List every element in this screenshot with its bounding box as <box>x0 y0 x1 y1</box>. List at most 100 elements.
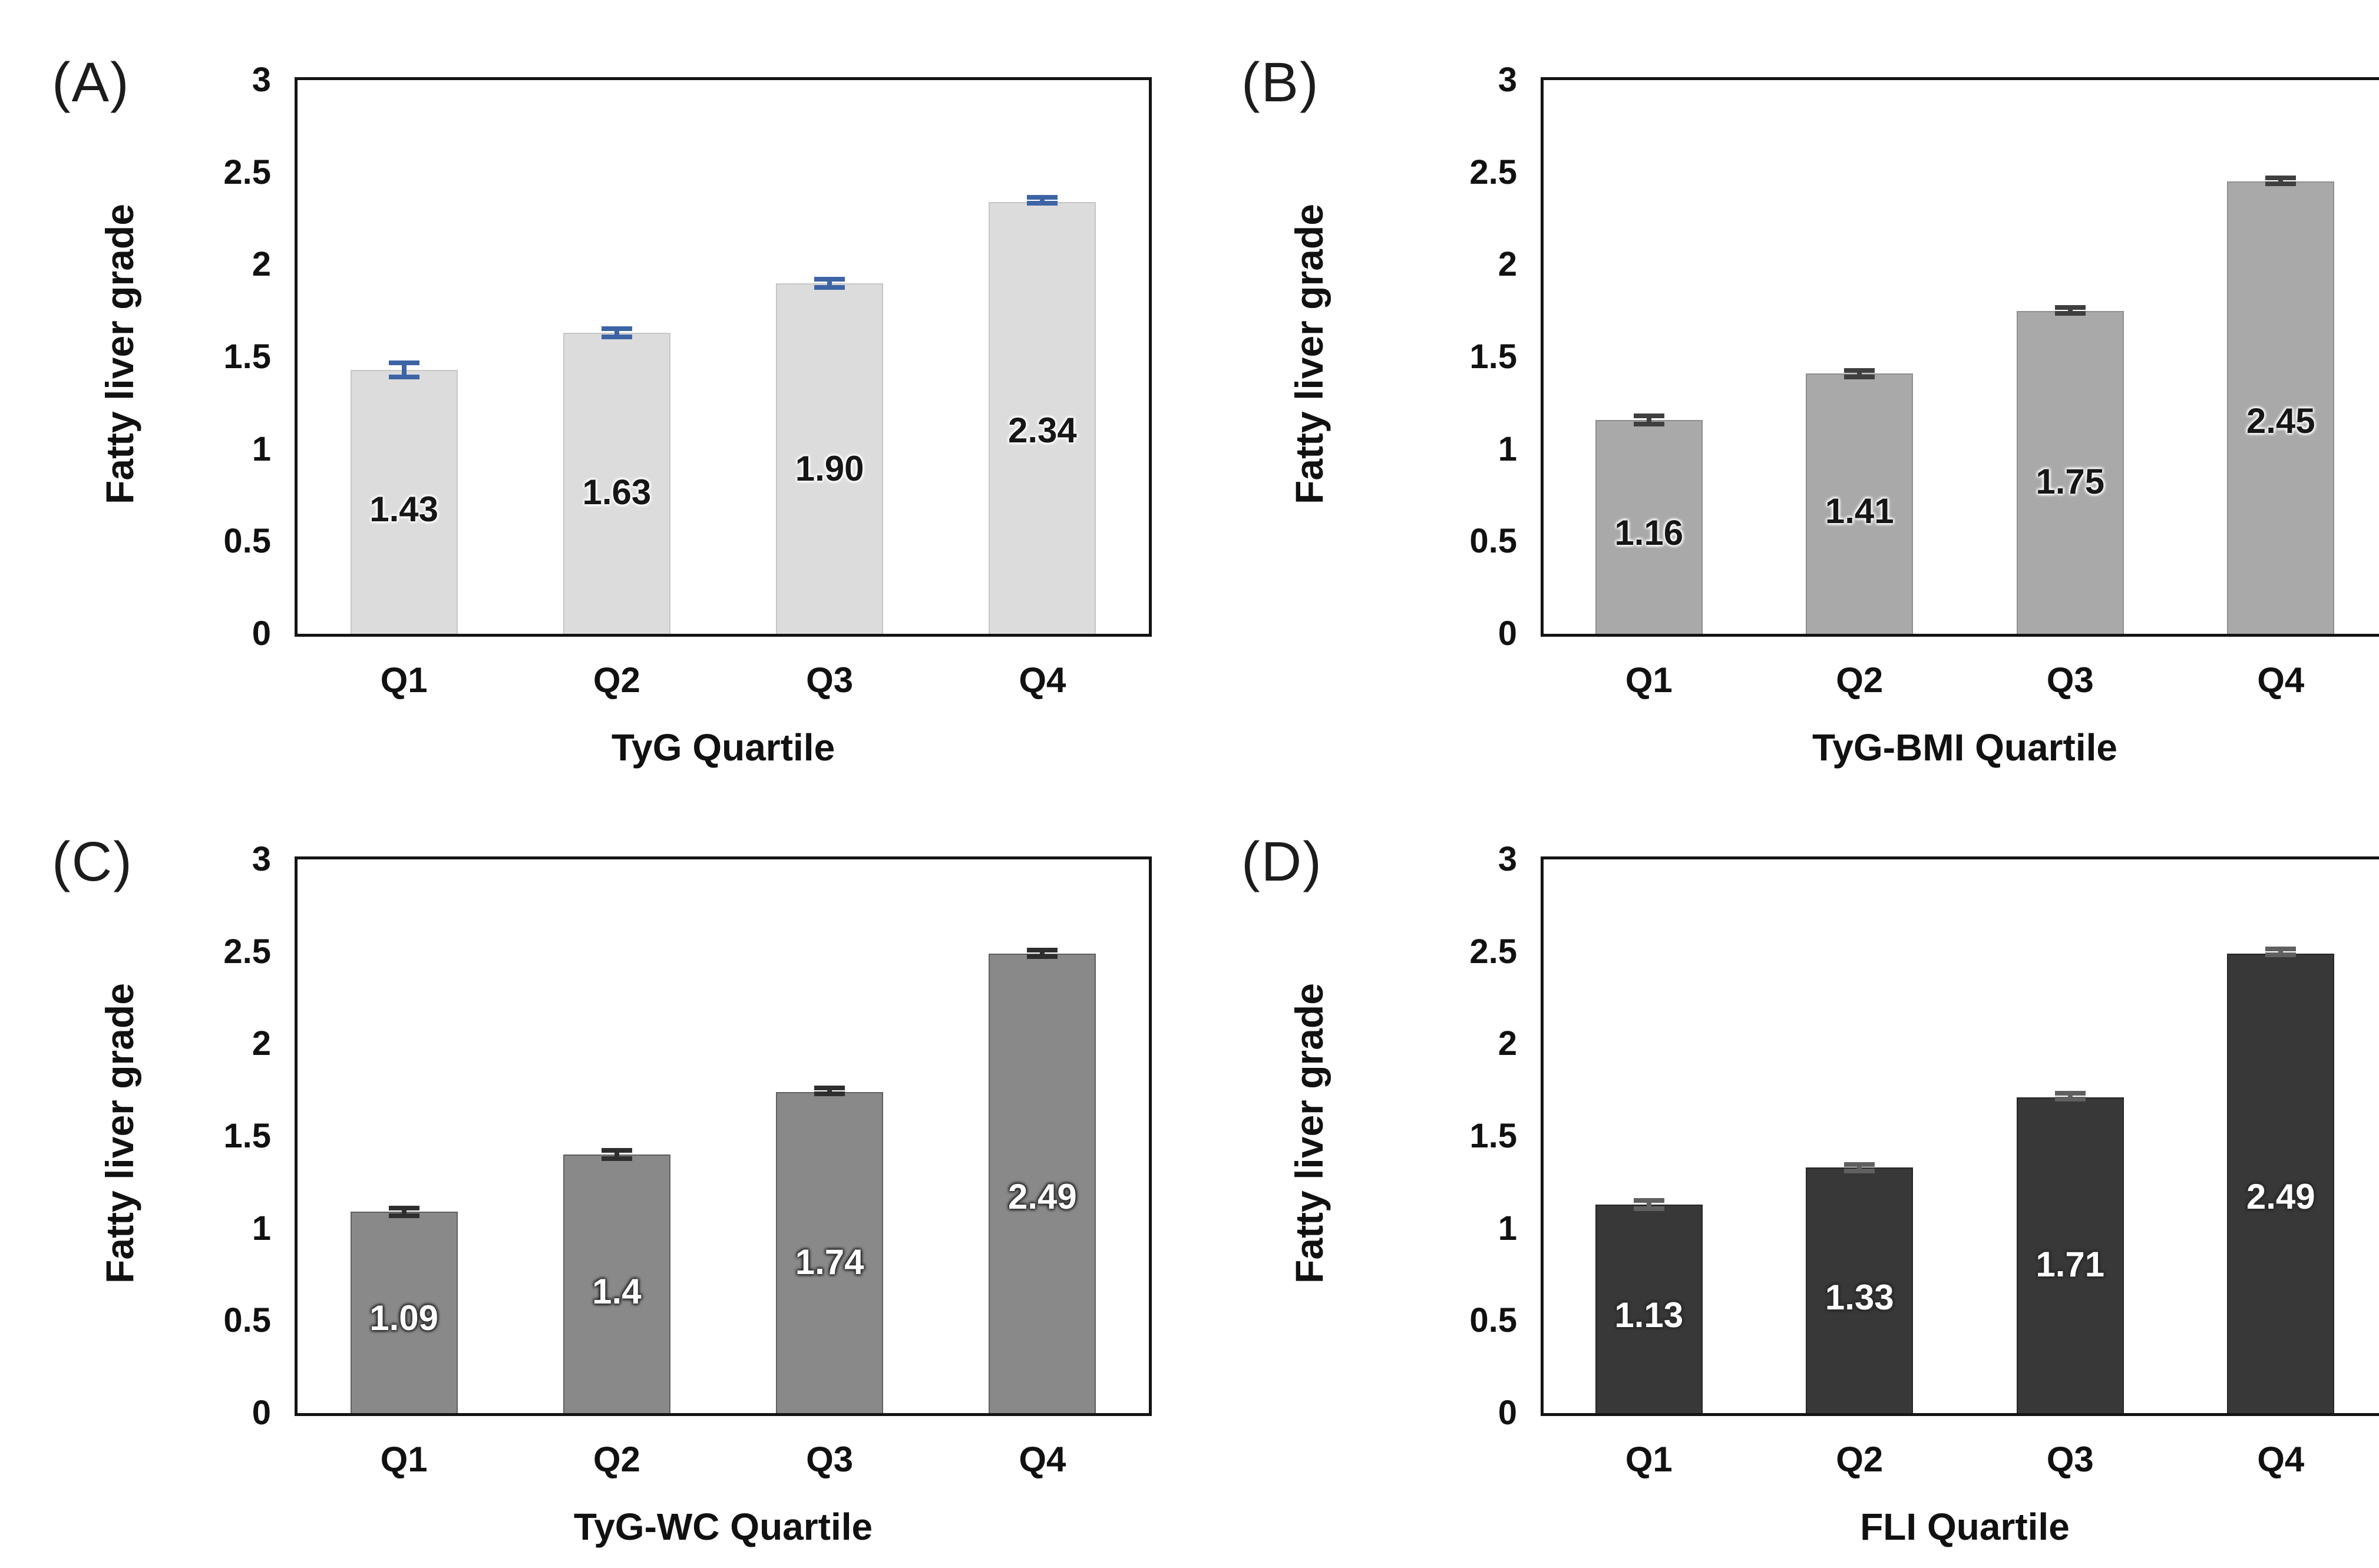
x-category-label: Q1 <box>380 1440 428 1479</box>
plot-area: 0 0.5 1 1.5 2 2.5 3 1.13 1.33 1.71 2.49 <box>1469 840 2379 1432</box>
error-bar <box>814 276 845 290</box>
y-tick-label: 1 <box>252 429 271 468</box>
x-category-label: Q3 <box>806 1440 854 1479</box>
x-category-label: Q3 <box>2046 1440 2094 1479</box>
y-axis-title: Fatty liver grade <box>98 983 141 1283</box>
error-bar-stem <box>614 1148 619 1162</box>
plot-area: 0 0.5 1 1.5 2 2.5 3 1.09 1.4 1.74 2.49 <box>223 840 1152 1432</box>
y-tick-label: 2 <box>1498 1024 1517 1063</box>
y-tick-label: 1.5 <box>1469 1117 1517 1155</box>
bar-value-label: 1.74 <box>795 1242 864 1282</box>
error-bar <box>2265 947 2297 958</box>
bar-value-label: 2.45 <box>2246 401 2315 441</box>
plot-area: 0 0.5 1 1.5 2 2.5 3 1.16 1.41 1.75 2.45 <box>1469 61 2379 653</box>
x-axis-title: FLI Quartile <box>1860 1506 2070 1548</box>
error-bar-cap-bottom <box>1027 201 1058 206</box>
x-axis-title: TyG-BMI Quartile <box>1812 726 2117 769</box>
bar-value-label: 1.09 <box>369 1298 439 1338</box>
bar <box>989 201 1096 634</box>
error-bar <box>1633 413 1664 426</box>
panel-c-letter: (C) <box>52 831 133 893</box>
error-bar <box>601 1148 632 1162</box>
x-category-label: Q1 <box>380 660 428 700</box>
y-axis-title: Fatty liver grade <box>98 204 141 504</box>
x-axis-title: TyG Quartile <box>611 726 835 769</box>
x-category-labels: Q1 Q2 Q3 Q4 <box>298 659 1149 702</box>
error-bar-stem <box>1040 195 1045 206</box>
bar-value-label: 2.49 <box>1007 1177 1077 1217</box>
error-bar <box>601 326 632 340</box>
y-tick-label: 0.5 <box>223 522 271 561</box>
bar-value-label: 1.71 <box>2036 1245 2105 1285</box>
error-bar-cap-bottom <box>1633 1206 1664 1211</box>
x-category-label: Q4 <box>1019 660 1066 700</box>
bar <box>776 1091 884 1413</box>
y-axis-title: Fatty liver grade <box>1287 983 1331 1283</box>
error-bar-cap-bottom <box>2054 310 2086 316</box>
bar-value-label: 1.33 <box>1825 1278 1894 1318</box>
error-bar-stem <box>401 1205 407 1219</box>
bar-value-label: 2.49 <box>2246 1177 2315 1217</box>
y-tick-label: 0 <box>252 1394 271 1432</box>
error-bar-stem <box>1857 1162 1862 1173</box>
x-category-label: Q2 <box>1836 660 1884 700</box>
bar-value-label: 2.34 <box>1007 411 1077 451</box>
x-category-labels: Q1 Q2 Q3 Q4 <box>298 1438 1149 1481</box>
panel-a-letter: (A) <box>52 51 130 114</box>
y-tick-label: 2.5 <box>1469 932 1517 971</box>
error-bar <box>1844 368 1875 379</box>
y-axis-title: Fatty liver grade <box>1287 204 1331 504</box>
y-tick-label: 0 <box>1498 1394 1517 1432</box>
error-bar-stem <box>401 360 407 379</box>
y-tick-label: 2 <box>1498 245 1517 284</box>
error-bar-cap-bottom <box>1844 374 1875 379</box>
error-bar-cap-bottom <box>388 374 419 379</box>
x-axis-title: TyG-WC Quartile <box>573 1506 873 1548</box>
y-tick-label: 0 <box>1498 614 1517 653</box>
error-bar-cap-bottom <box>2054 1097 2086 1102</box>
bar <box>2227 181 2335 634</box>
panel-d-letter: (D) <box>1241 831 1323 893</box>
y-tick-label: 2 <box>252 1024 271 1063</box>
bar-value-label: 1.90 <box>795 449 864 489</box>
y-tick-label: 1.5 <box>223 338 271 376</box>
error-bar <box>1633 1197 1664 1211</box>
x-category-label: Q2 <box>593 660 640 700</box>
bar <box>2227 953 2335 1413</box>
error-bar <box>388 360 419 379</box>
y-tick-label: 0.5 <box>223 1301 271 1340</box>
error-bar-stem <box>1646 1197 1651 1211</box>
error-bar-cap-bottom <box>814 1091 845 1096</box>
error-bar-cap-bottom <box>2265 952 2297 958</box>
y-tick-label: 1 <box>1498 429 1517 468</box>
x-category-label: Q1 <box>1625 660 1673 700</box>
bar <box>1806 1167 1914 1413</box>
error-bar <box>1027 948 1058 960</box>
panel-d: (D) Fatty liver grade 0 0.5 1 1.5 2 2.5 3 1.13 1… <box>1213 789 2379 1568</box>
bar-value-label: 1.43 <box>369 489 439 530</box>
bar-value-label: 1.75 <box>2036 462 2105 502</box>
panel-c: (C) Fatty liver grade 0 0.5 1 1.5 2 2.5 3 1.09 1… <box>24 789 1213 1568</box>
error-bar <box>388 1205 419 1219</box>
error-bar-stem <box>614 326 619 340</box>
y-tick-label: 3 <box>1498 61 1517 99</box>
error-bar-stem <box>2067 305 2073 316</box>
error-bar-cap-bottom <box>388 1213 419 1219</box>
bar <box>2016 310 2124 634</box>
error-bar-stem <box>2278 176 2284 187</box>
error-bar-cap-bottom <box>601 335 632 340</box>
y-tick-label: 3 <box>252 840 271 878</box>
error-bar-stem <box>827 276 832 290</box>
y-tick-label: 3 <box>252 61 271 99</box>
error-bar-cap-bottom <box>2265 181 2297 187</box>
y-tick-label: 1.5 <box>1469 338 1517 376</box>
error-bar <box>1027 195 1058 206</box>
y-tick-label: 2.5 <box>223 153 271 191</box>
y-tick-label: 2 <box>252 245 271 284</box>
error-bar-stem <box>2067 1091 2073 1102</box>
y-tick-label: 0.5 <box>1469 1301 1517 1340</box>
y-tick-label: 2.5 <box>1469 153 1517 191</box>
x-category-label: Q3 <box>2046 660 2094 700</box>
error-bar <box>814 1085 845 1096</box>
